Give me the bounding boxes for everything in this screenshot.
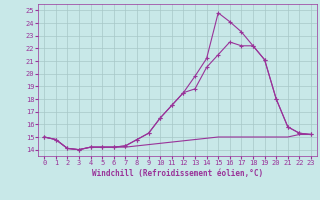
X-axis label: Windchill (Refroidissement éolien,°C): Windchill (Refroidissement éolien,°C) — [92, 169, 263, 178]
